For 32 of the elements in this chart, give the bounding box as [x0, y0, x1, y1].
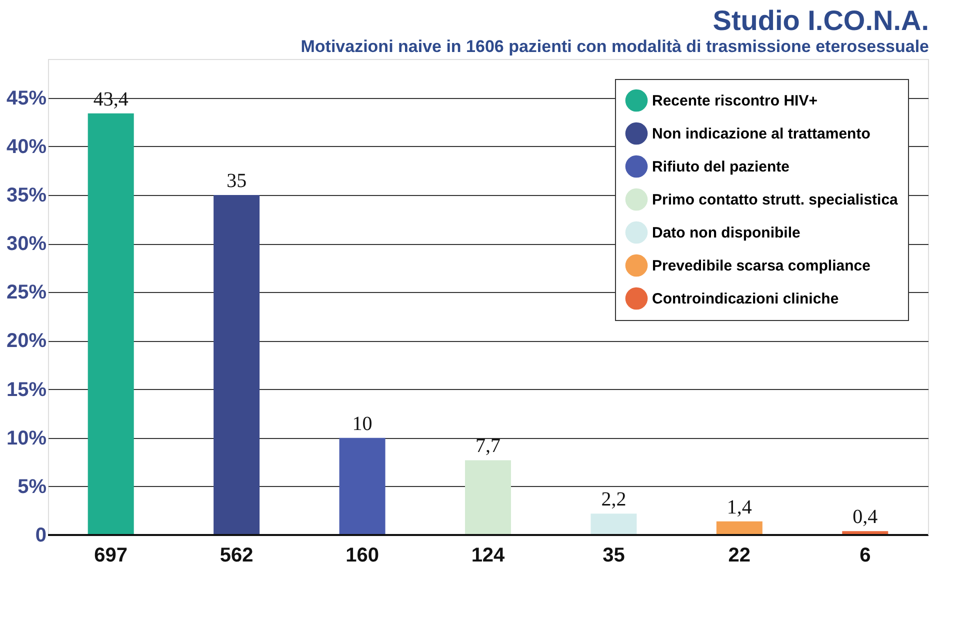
y-tick-label: 40%: [6, 136, 47, 158]
chart-title: Studio I.CO.N.A.: [712, 5, 929, 36]
data-label: 1,4: [726, 496, 752, 518]
legend-label: Non indicazione al trattamento: [652, 126, 870, 142]
legend-label: Primo contatto strutt. specialistica: [652, 192, 899, 208]
x-tick-label: 124: [471, 544, 506, 566]
x-tick-label: 697: [94, 544, 128, 566]
data-label: 10: [352, 412, 372, 435]
y-tick-label: 10%: [6, 427, 47, 450]
chart-subtitle: Motivazioni naive in 1606 pazienti con modalità di trasmissione eterosessuale: [300, 37, 929, 56]
y-tick-label: 5%: [18, 476, 47, 498]
data-label: 2,2: [601, 488, 626, 511]
x-tick-label: 562: [220, 544, 254, 566]
y-tick-label: 20%: [6, 330, 47, 352]
y-tick-label: 15%: [6, 378, 47, 401]
y-tick-label: 0: [35, 524, 46, 546]
legend-label: Prevedibile scarsa compliance: [652, 258, 870, 274]
legend-label: Rifiuto del paziente: [652, 158, 790, 176]
data-label: 35: [226, 170, 247, 192]
data-label: 0,4: [852, 506, 878, 528]
y-tick-label: 35%: [6, 184, 47, 206]
legend-label: Recente riscontro HIV+: [652, 92, 818, 110]
y-tick-label: 45%: [6, 87, 47, 110]
legend-label: Dato non disponibile: [652, 224, 800, 242]
x-tick-label: 22: [728, 544, 751, 566]
x-tick-label: 160: [346, 544, 379, 566]
x-tick-label: 6: [860, 544, 871, 566]
data-label: 7,7: [476, 435, 500, 458]
legend-label: Controindicazioni cliniche: [652, 290, 839, 308]
y-tick-label: 30%: [6, 233, 47, 256]
y-tick-label: 25%: [6, 282, 47, 304]
x-tick-label: 35: [602, 544, 625, 566]
